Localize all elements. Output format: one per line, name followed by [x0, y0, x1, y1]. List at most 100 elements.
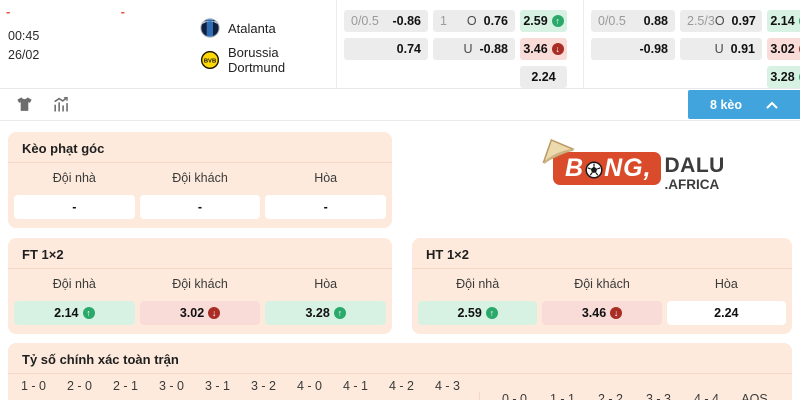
- dortmund-crest-icon: BVB: [200, 50, 220, 70]
- total-odds[interactable]: 2.5/3 O 0.97: [680, 10, 762, 32]
- draw-header: Hòa: [314, 277, 338, 291]
- home-header: Đội nhà: [52, 277, 96, 291]
- away-header: Đội khách: [172, 171, 228, 185]
- ht-1x2-card: HT 1×2 Đội nhà Đội khách Hòa 2.59 3.46 2…: [412, 238, 792, 334]
- handicap-line: 0/0.5: [598, 14, 626, 28]
- odds-value: -: [323, 200, 328, 214]
- odds-block-1: 0/0.5 -0.86 1 O 0.76 2.59 0.74 U -0.88: [336, 0, 583, 88]
- score-header: 4 - 0: [296, 379, 322, 393]
- odds-value: 2.59: [457, 306, 482, 320]
- home-team-row[interactable]: Atalanta: [200, 15, 336, 41]
- one-x-two-odds[interactable]: 2.59: [520, 10, 567, 32]
- handicap-odds[interactable]: 0/0.5 0.88: [591, 10, 675, 32]
- odds-value: 3.02: [770, 42, 795, 56]
- over-label: O: [466, 14, 477, 28]
- score-header: 3 - 1: [204, 379, 230, 393]
- one-x-two-odds[interactable]: 3.02: [767, 38, 800, 60]
- score-header: 2 - 1: [112, 379, 138, 393]
- draw-scores-group: 0 - 01 - 12 - 23 - 34 - 4AOS11.55.512.55…: [479, 392, 777, 400]
- one-x-two-odds[interactable]: 2.14: [767, 10, 800, 32]
- trend-arrow-icon: [798, 43, 800, 55]
- odds-value: 3.46: [523, 42, 548, 56]
- handicap-value: 0.74: [396, 42, 421, 56]
- under-label: U: [463, 42, 473, 56]
- correct-score-card: Tỷ số chính xác toàn trận 1 - 0 2 - 0 2 - …: [8, 343, 792, 400]
- match-row: - - 00:45 26/02: [0, 0, 800, 89]
- home-header: Đội nhà: [456, 277, 500, 291]
- odds-cell[interactable]: -: [139, 195, 261, 219]
- soccer-ball-icon: [585, 159, 603, 184]
- total-value: 0.97: [731, 14, 756, 28]
- odds-count-label: 8 kèo: [710, 97, 742, 112]
- odds-cell[interactable]: 3.02: [139, 301, 261, 325]
- correct-score-grid: 1 - 0 2 - 0 2 - 1 3 - 0 3 - 1 3 - 2 4 - 0 4 - 1…: [12, 379, 469, 400]
- logo-text-dalu: DALU: [664, 154, 725, 177]
- odds-value: 2.24: [714, 306, 739, 320]
- odds-value: 2.14: [54, 306, 79, 320]
- score-header: 1 - 1: [549, 392, 575, 400]
- score-header: 2 - 0: [66, 379, 92, 393]
- section-title: Tỷ số chính xác toàn trận: [8, 343, 792, 374]
- svg-text:BVB: BVB: [204, 59, 216, 65]
- section-title: Kèo phạt góc: [8, 132, 392, 163]
- handicap-line: 0/0.5: [351, 14, 379, 28]
- score-header: AOS: [741, 392, 768, 400]
- odds-value: 2.14: [770, 14, 795, 28]
- trend-arrow-icon: [551, 15, 564, 27]
- match-time: 00:45: [8, 29, 40, 43]
- draw-header: Hòa: [314, 171, 338, 185]
- handicap-value: -0.86: [392, 14, 422, 28]
- handicap-value: 0.88: [643, 14, 668, 28]
- odds-cell[interactable]: -: [265, 195, 386, 219]
- home-header: Đội nhà: [52, 171, 96, 185]
- total-value: -0.88: [479, 42, 509, 56]
- total-odds[interactable]: 1 O 0.76: [433, 10, 515, 32]
- odds-value: 3.02: [179, 306, 205, 320]
- odds-cell[interactable]: 2.14: [14, 301, 135, 325]
- one-x-two-odds[interactable]: 2.24: [520, 66, 567, 88]
- trend-arrow-icon: [82, 307, 95, 319]
- one-x-two-odds[interactable]: 3.46: [520, 38, 567, 60]
- total-odds[interactable]: U -0.88: [433, 38, 515, 60]
- over-label: O: [714, 14, 725, 28]
- score-header: 4 - 2: [388, 379, 414, 393]
- ft-1x2-card: FT 1×2 Đội nhà Đội khách Hòa 2.14 3.02 3…: [8, 238, 392, 334]
- odds-block-2: 0/0.5 0.88 2.5/3 O 0.97 2.14 -0.98 U 0.9…: [583, 0, 800, 88]
- total-odds[interactable]: U 0.91: [680, 38, 762, 60]
- odds-cell[interactable]: 2.59: [418, 301, 538, 325]
- draw-header: Hòa: [714, 277, 738, 291]
- trend-arrow-icon: [798, 15, 800, 27]
- total-value: 0.76: [483, 14, 508, 28]
- odds-value: 2.24: [531, 70, 556, 84]
- score-header: 3 - 3: [645, 392, 671, 400]
- score-header: 4 - 3: [434, 379, 460, 393]
- score-header: 1 - 0: [20, 379, 46, 393]
- odds-cell[interactable]: -: [14, 195, 135, 219]
- total-value: 0.91: [730, 42, 755, 56]
- odds-count-button[interactable]: 8 kèo: [688, 90, 800, 119]
- trend-arrow-icon: [485, 307, 498, 319]
- score-placeholder: -: [6, 4, 11, 19]
- jersey-icon[interactable]: [15, 95, 34, 114]
- score-header: 0 - 0: [501, 392, 527, 400]
- trend-arrow-icon: [333, 307, 346, 319]
- odds-value: -: [72, 200, 77, 214]
- odds-cell[interactable]: 2.24: [666, 301, 786, 325]
- stats-icon[interactable]: [52, 95, 71, 114]
- handicap-odds[interactable]: 0.74: [344, 38, 428, 60]
- logo-text-africa: .AFRICA: [664, 177, 720, 192]
- odds-value: 2.59: [523, 14, 548, 28]
- odds-cell[interactable]: 3.46: [542, 301, 662, 325]
- score-header: 4 - 4: [693, 392, 719, 400]
- one-x-two-odds[interactable]: 3.28: [767, 66, 800, 88]
- handicap-odds[interactable]: 0/0.5 -0.86: [344, 10, 428, 32]
- odds-cell[interactable]: 3.28: [265, 301, 386, 325]
- score-header: 4 - 1: [342, 379, 368, 393]
- logo-text-b: B: [565, 154, 585, 182]
- handicap-odds[interactable]: -0.98: [591, 38, 675, 60]
- main-content: Kèo phạt góc Đội nhà Đội khách Hòa - - -: [0, 121, 800, 400]
- score-placeholders: - -: [0, 0, 140, 18]
- match-date: 26/02: [8, 47, 40, 62]
- away-team-row[interactable]: BVB Borussia Dortmund: [200, 45, 336, 75]
